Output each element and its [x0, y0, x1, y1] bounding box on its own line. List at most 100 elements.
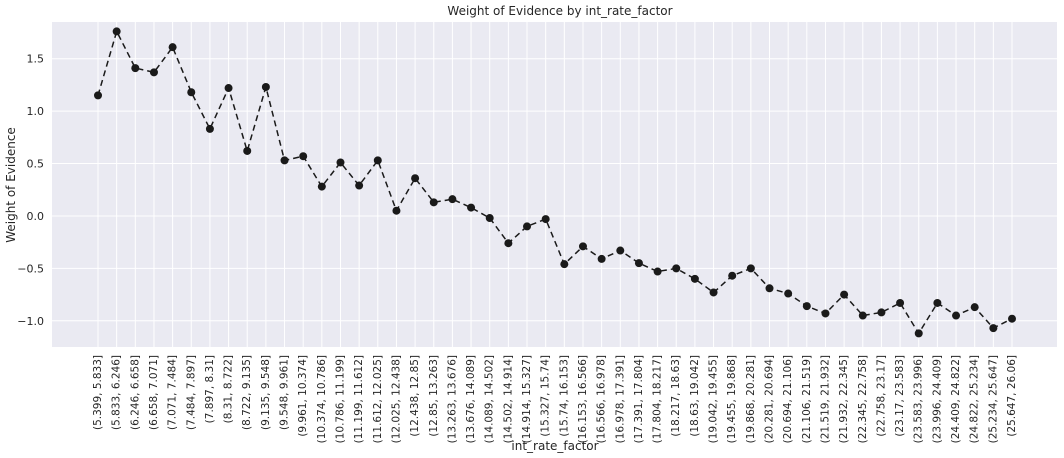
x-tick-label: (19.042, 19.455] [708, 355, 720, 443]
x-tick-label: (7.897, 8.31] [204, 355, 216, 423]
data-point [896, 298, 905, 307]
x-tick-label: (16.566, 16.978] [596, 355, 608, 443]
data-point [821, 309, 830, 318]
x-tick-label: (23.17, 23.583] [894, 355, 906, 437]
x-tick-label: (12.025, 12.438] [390, 355, 402, 443]
x-tick-label: (10.786, 11.199] [334, 355, 346, 443]
x-tick-label: (18.63, 19.042] [689, 355, 701, 437]
x-tick-label: (16.978, 17.391] [614, 355, 626, 443]
x-tick-label: (22.758, 23.17] [875, 355, 887, 437]
x-tick-label: (12.438, 12.85] [409, 355, 421, 437]
x-axis-label: int_rate_factor [511, 439, 598, 453]
x-tick-label: (14.502, 14.914] [502, 355, 514, 443]
data-point [970, 303, 979, 312]
data-point [765, 284, 774, 293]
data-point [261, 83, 270, 91]
x-tick-label: (11.612, 12.025] [372, 355, 384, 443]
x-tick-label: (23.583, 23.996] [913, 355, 925, 443]
data-point [373, 156, 382, 165]
x-tick-label: (13.263, 13.676] [446, 355, 458, 443]
x-tick-label: (25.234, 25.647] [987, 355, 999, 443]
data-point [933, 298, 942, 307]
y-axis-ticks: 1.5 1.0 0.5 0.0 −0.5 −1.0 [17, 53, 44, 328]
x-tick-label: (19.455, 19.868] [726, 355, 738, 443]
series-woe [94, 27, 1016, 338]
data-point [858, 311, 867, 320]
x-tick-label: (9.961, 10.374] [297, 355, 309, 437]
x-tick-label: (6.246, 6.658] [129, 355, 141, 430]
x-tick-label: (24.822, 25.234] [969, 355, 981, 443]
data-point [243, 146, 252, 155]
y-tick-label: 0.0 [27, 210, 45, 223]
x-tick-label: (17.391, 17.804] [633, 355, 645, 443]
x-axis-ticks: (5.399, 5.833] (5.833, 6.246] (6.246, 6.65… [92, 355, 1018, 443]
x-tick-label: (7.484, 7.897] [185, 355, 197, 430]
data-point [504, 239, 513, 248]
x-tick-label: (17.804, 18.217] [652, 355, 664, 443]
data-point [634, 259, 643, 268]
x-tick-label: (25.647, 26.06] [1006, 355, 1018, 437]
x-tick-label: (24.409, 24.822] [950, 355, 962, 443]
data-point [131, 64, 140, 73]
x-tick-label: (12.85, 13.263] [428, 355, 440, 437]
data-point [485, 214, 494, 223]
data-point [728, 271, 737, 280]
x-tick-label: (23.996, 24.409] [931, 355, 943, 443]
x-tick-label: (15.74, 16.153] [558, 355, 570, 437]
y-tick-label: −0.5 [17, 262, 44, 275]
data-point [411, 174, 420, 183]
y-tick-label: 1.0 [27, 105, 45, 118]
data-point [280, 156, 289, 165]
data-point [952, 311, 961, 320]
data-point [112, 27, 121, 36]
data-point [94, 91, 102, 100]
data-point [205, 124, 214, 133]
data-point [840, 290, 849, 299]
data-point [877, 308, 886, 317]
y-tick-label: 1.5 [27, 53, 45, 66]
data-point [168, 43, 177, 52]
data-point [560, 260, 569, 269]
data-point [355, 181, 364, 190]
x-tick-label: (8.722, 9.135] [241, 355, 253, 430]
x-tick-label: (20.694, 21.106] [782, 355, 794, 443]
woe-series-line [97, 29, 1013, 335]
x-tick-label: (10.374, 10.786] [316, 355, 328, 443]
x-tick-label: (5.833, 6.246] [111, 355, 123, 430]
x-tick-label: (7.071, 7.484] [167, 355, 179, 430]
x-tick-label: (8.31, 8.722] [223, 355, 235, 423]
data-point [429, 198, 438, 207]
data-point [914, 329, 923, 338]
x-tick-label: (15.327, 15.74] [540, 355, 552, 437]
y-axis-label: Weight of Evidence [4, 127, 18, 243]
x-tick-label: (14.914, 15.327] [521, 355, 533, 443]
x-tick-label: (21.932, 22.345] [838, 355, 850, 443]
x-tick-label: (9.135, 9.548] [260, 355, 272, 430]
data-point [653, 267, 662, 276]
data-point [392, 206, 401, 215]
data-point [672, 264, 681, 273]
x-tick-label: (21.106, 21.519] [801, 355, 813, 443]
data-point [802, 302, 811, 311]
x-tick-label: (14.089, 14.502] [484, 355, 496, 443]
data-point [616, 246, 625, 255]
x-tick-label: (18.217, 18.63] [670, 355, 682, 437]
data-point [448, 195, 457, 204]
data-point [1008, 314, 1016, 323]
x-tick-label: (5.399, 5.833] [92, 355, 104, 430]
x-tick-label: (20.281, 20.694] [764, 355, 776, 443]
data-point [299, 152, 308, 161]
x-tick-label: (16.153, 16.566] [577, 355, 589, 443]
data-point [336, 158, 345, 167]
data-point [224, 84, 233, 93]
x-tick-label: (22.345, 22.758] [857, 355, 869, 443]
data-point [597, 254, 606, 263]
x-tick-label: (21.519, 21.932] [819, 355, 831, 443]
plot-background [52, 22, 1057, 347]
data-point [467, 203, 476, 212]
data-point [578, 242, 587, 251]
chart-title: Weight of Evidence by int_rate_factor [447, 4, 672, 18]
data-point [187, 88, 196, 97]
data-point [989, 324, 998, 333]
data-point [541, 215, 550, 224]
